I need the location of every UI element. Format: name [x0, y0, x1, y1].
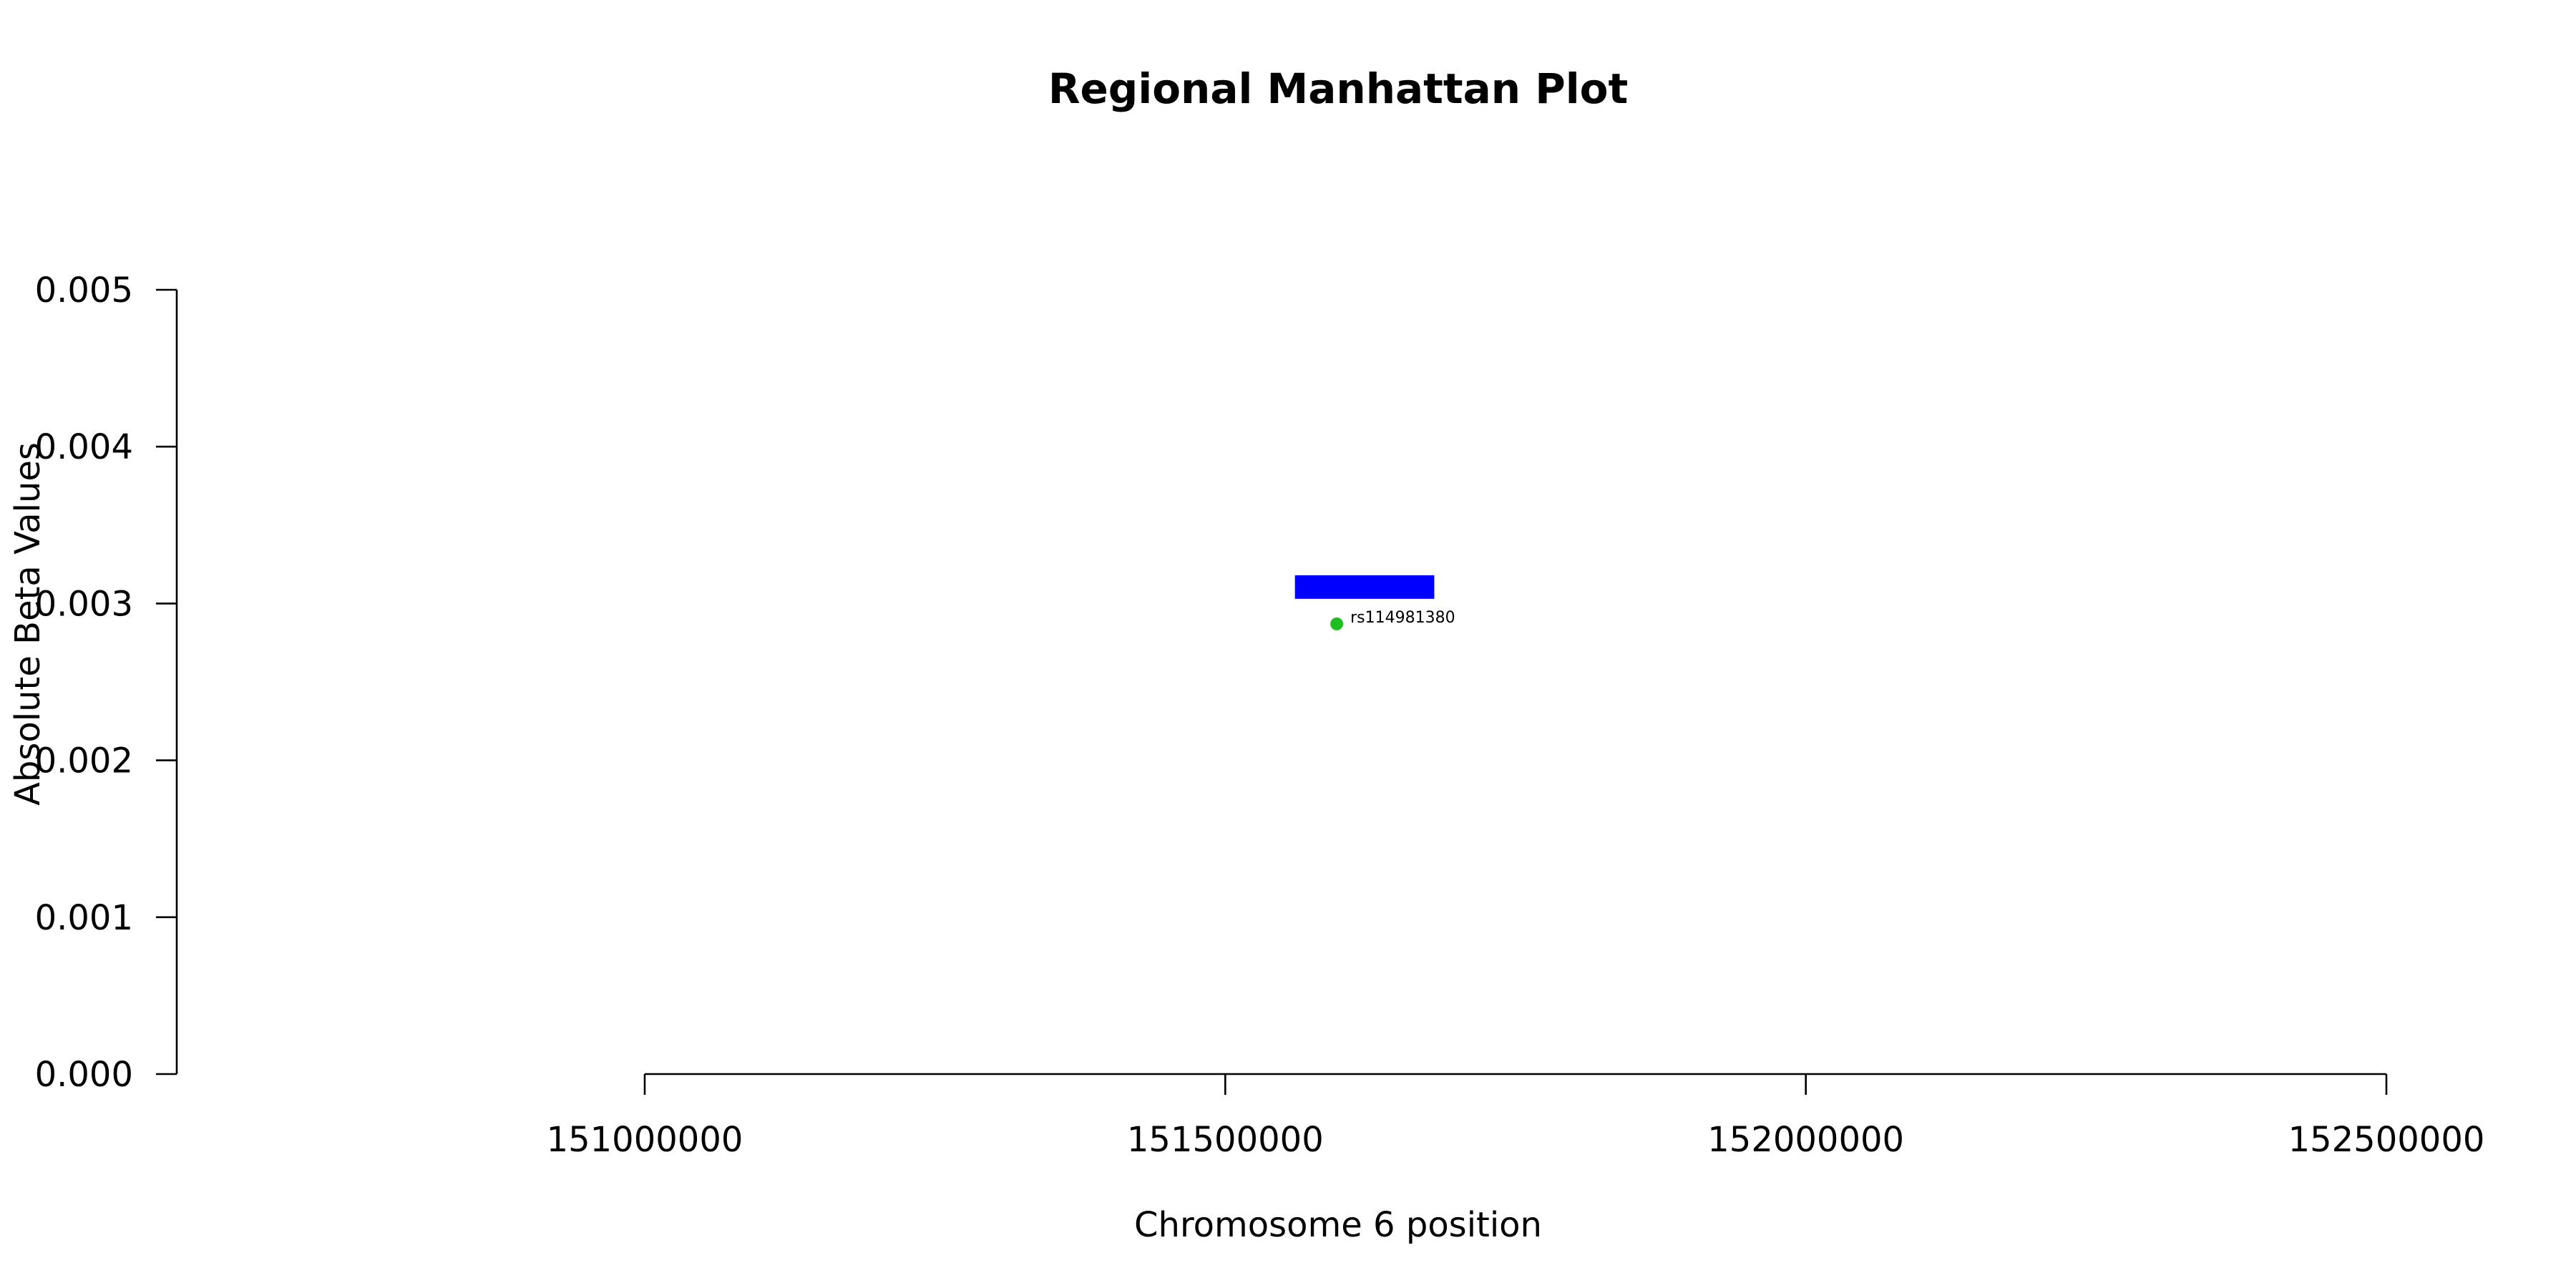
x-axis-ticks: 151000000 151500000 152000000 152500000 [547, 1074, 2485, 1160]
snp-points: rs114981380 [1330, 609, 1455, 630]
gene-regions [1294, 575, 1435, 599]
y-axis-ticks: 0.000 0.001 0.002 0.003 0.004 0.005 [35, 270, 177, 1095]
y-tick-label: 0.005 [35, 270, 133, 311]
snp-point [1330, 617, 1344, 630]
y-tick-label: 0.000 [35, 1055, 133, 1095]
x-tick-label: 151000000 [547, 1120, 743, 1160]
y-axis: 0.000 0.001 0.002 0.003 0.004 0.005 [35, 270, 178, 1095]
x-tick-label: 152000000 [1707, 1120, 1904, 1160]
x-axis: 151000000 151500000 152000000 152500000 [547, 1073, 2485, 1160]
snp-label: rs114981380 [1350, 609, 1455, 627]
y-axis-label: Absolute Beta Values [8, 442, 48, 806]
x-axis-label: Chromosome 6 position [1134, 1205, 1542, 1245]
y-tick-label: 0.003 [35, 584, 133, 624]
y-tick-label: 0.001 [35, 898, 133, 938]
y-tick-label: 0.004 [35, 427, 133, 467]
y-tick-label: 0.002 [35, 741, 133, 781]
x-tick-label: 151500000 [1127, 1120, 1324, 1160]
gene-region-bar [1294, 575, 1435, 599]
chart-title: Regional Manhattan Plot [1048, 64, 1628, 113]
x-tick-label: 152500000 [2288, 1120, 2485, 1160]
